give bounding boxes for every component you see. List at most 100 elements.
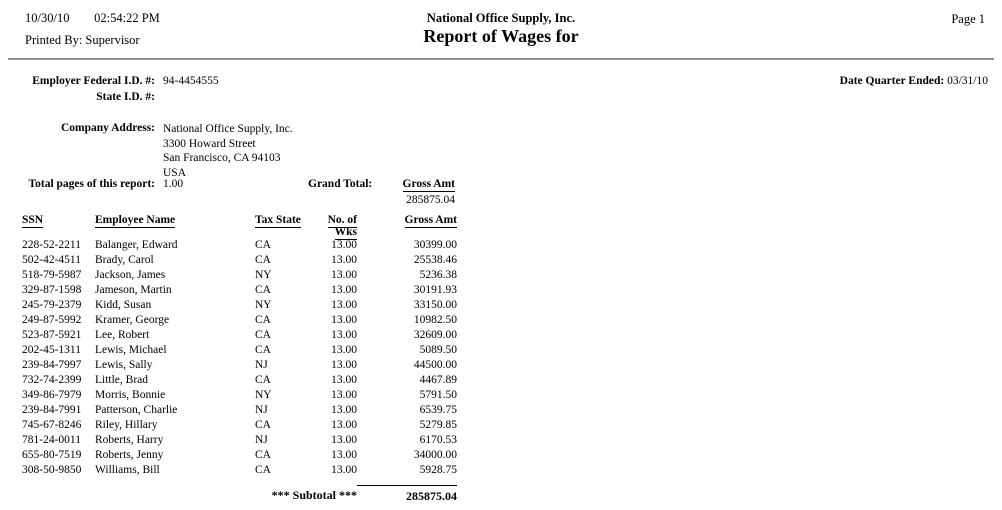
- no-of-wks-cell: 13.00: [331, 434, 357, 446]
- no-of-wks-cell: 13.00: [331, 389, 357, 401]
- gross-amt-cell: 33150.00: [413, 299, 457, 311]
- table-row: 228-52-2211 Balanger, Edward CA 13.00 30…: [22, 238, 457, 253]
- no-of-wks-cell: 13.00: [331, 464, 357, 476]
- employee-name-cell: Little, Brad: [95, 374, 149, 386]
- quarter-ended: Date Quarter Ended: 03/31/10: [840, 75, 988, 87]
- ssn-cell: 329-87-1598: [22, 284, 82, 296]
- tax-state-cell: CA: [255, 374, 271, 386]
- table-row: 745-67-8246 Riley, Hillary CA 13.00 5279…: [22, 418, 457, 433]
- employee-name-cell: Lewis, Michael: [95, 344, 167, 356]
- no-of-wks-cell: 13.00: [331, 374, 357, 386]
- wages-table: SSN Employee Name Tax State No. of Wks G…: [22, 214, 457, 504]
- subtotal-row: *** Subtotal *** 285875.04: [22, 484, 457, 504]
- no-of-wks-cell: 13.00: [331, 299, 357, 311]
- table-row: 518-79-5987 Jackson, James NY 13.00 5236…: [22, 268, 457, 283]
- no-of-wks-cell: 13.00: [331, 269, 357, 281]
- print-datetime: 10/30/10 02:54:22 PM: [25, 11, 160, 26]
- table-row: 349-86-7979 Morris, Bonnie NY 13.00 5791…: [22, 388, 457, 403]
- employee-name-cell: Lee, Robert: [95, 329, 150, 341]
- tax-state-cell: NY: [255, 389, 272, 401]
- no-of-wks-cell: 13.00: [331, 284, 357, 296]
- grand-total-column-header: Gross Amt: [402, 178, 455, 192]
- tax-state-cell: CA: [255, 419, 271, 431]
- company-name: National Office Supply, Inc.: [426, 11, 576, 25]
- ssn-cell: 349-86-7979: [22, 389, 82, 401]
- column-header-employee-name: Employee Name: [95, 214, 176, 228]
- gross-amt-cell: 5791.50: [419, 389, 457, 401]
- ssn-cell: 228-52-2211: [22, 239, 81, 251]
- table-row: 249-87-5992 Kramer, George CA 13.00 1098…: [22, 313, 457, 328]
- ssn-cell: 202-45-1311: [22, 344, 81, 356]
- ssn-cell: 745-67-8246: [22, 419, 82, 431]
- table-row: 732-74-2399 Little, Brad CA 13.00 4467.8…: [22, 373, 457, 388]
- grand-total-value: 285875.04: [406, 194, 455, 206]
- tax-state-cell: CA: [255, 284, 271, 296]
- gross-amt-cell: 30191.93: [413, 284, 457, 296]
- total-pages-value: 1.00: [163, 178, 184, 190]
- tax-state-cell: CA: [255, 449, 271, 461]
- table-row: 245-79-2379 Kidd, Susan NY 13.00 33150.0…: [22, 298, 457, 313]
- gross-amt-cell: 30399.00: [413, 239, 457, 251]
- quarter-ended-label: Date Quarter Ended:: [839, 75, 945, 87]
- ssn-cell: 308-50-9850: [22, 464, 82, 476]
- company-address-line: USA: [163, 166, 187, 179]
- company-address-line: National Office Supply, Inc.: [163, 123, 293, 135]
- spacer-row: [22, 478, 457, 485]
- table-row: 523-87-5921 Lee, Robert CA 13.00 32609.0…: [22, 328, 457, 343]
- company-address-line: San Francisco, CA 94103: [163, 152, 281, 164]
- no-of-wks-cell: 13.00: [331, 419, 357, 431]
- column-header-ssn: SSN: [22, 214, 44, 228]
- employee-name-cell: Brady, Carol: [95, 254, 154, 266]
- gross-amt-cell: 32609.00: [413, 329, 457, 341]
- tax-state-cell: CA: [255, 254, 271, 266]
- gross-amt-cell: 5236.38: [419, 269, 457, 281]
- ssn-cell: 245-79-2379: [22, 299, 82, 311]
- employee-name-cell: Riley, Hillary: [95, 419, 158, 431]
- total-pages-label: Total pages of this report:: [28, 178, 156, 190]
- employee-name-cell: Morris, Bonnie: [95, 389, 166, 401]
- tax-state-cell: NJ: [255, 404, 268, 416]
- employee-name-cell: Roberts, Harry: [95, 434, 164, 446]
- table-header-row: SSN Employee Name Tax State No. of Wks G…: [22, 214, 457, 240]
- table-body: 228-52-2211 Balanger, Edward CA 13.00 30…: [22, 238, 457, 478]
- printed-by: Printed By: Supervisor: [25, 33, 140, 48]
- column-header-tax-state: Tax State: [255, 214, 301, 228]
- gross-amt-cell: 5279.85: [419, 419, 457, 431]
- ssn-cell: 655-80-7519: [22, 449, 82, 461]
- gross-amt-cell: 5928.75: [419, 464, 457, 476]
- state-id-label: State I.D. #:: [96, 91, 155, 103]
- tax-state-cell: CA: [255, 314, 271, 326]
- company-address-line: 3300 Howard Street: [163, 137, 256, 150]
- gross-amt-cell: 10982.50: [413, 314, 457, 326]
- printed-by-label: Printed By:: [25, 33, 83, 47]
- table-row: 202-45-1311 Lewis, Michael CA 13.00 5089…: [22, 343, 457, 358]
- tax-state-cell: NY: [255, 299, 272, 311]
- no-of-wks-cell: 13.00: [331, 449, 357, 461]
- no-of-wks-cell: 13.00: [331, 404, 357, 416]
- employee-name-cell: Williams, Bill: [95, 464, 160, 476]
- report-title: Report of Wages for: [423, 26, 579, 46]
- wages-table-wrap: SSN Employee Name Tax State No. of Wks G…: [22, 214, 457, 504]
- employee-name-cell: Jameson, Martin: [95, 284, 172, 296]
- gross-amt-cell: 5089.50: [419, 344, 457, 356]
- ssn-cell: 781-24-0011: [22, 434, 81, 446]
- no-of-wks-cell: 13.00: [331, 359, 357, 371]
- gross-amt-cell: 6539.75: [419, 404, 457, 416]
- printed-by-value: Supervisor: [85, 33, 140, 47]
- table-row: 655-80-7519 Roberts, Jenny CA 13.00 3400…: [22, 448, 457, 463]
- subtotal-label: *** Subtotal ***: [271, 488, 357, 502]
- table-row: 308-50-9850 Williams, Bill CA 13.00 5928…: [22, 463, 457, 478]
- federal-id-value: 94-4454555: [163, 75, 219, 87]
- employee-name-cell: Patterson, Charlie: [95, 404, 178, 416]
- table-row: 781-24-0011 Roberts, Harry NJ 13.00 6170…: [22, 433, 457, 448]
- quarter-ended-value: 03/31/10: [947, 75, 988, 87]
- employee-name-cell: Kramer, George: [95, 314, 170, 326]
- gross-amt-cell: 25538.46: [413, 254, 457, 266]
- ssn-cell: 732-74-2399: [22, 374, 82, 386]
- ssn-cell: 249-87-5992: [22, 314, 82, 326]
- ssn-cell: 518-79-5987: [22, 269, 82, 281]
- header-rule: [8, 58, 994, 60]
- print-date: 10/30/10: [25, 11, 70, 25]
- gross-amt-cell: 44500.00: [413, 359, 457, 371]
